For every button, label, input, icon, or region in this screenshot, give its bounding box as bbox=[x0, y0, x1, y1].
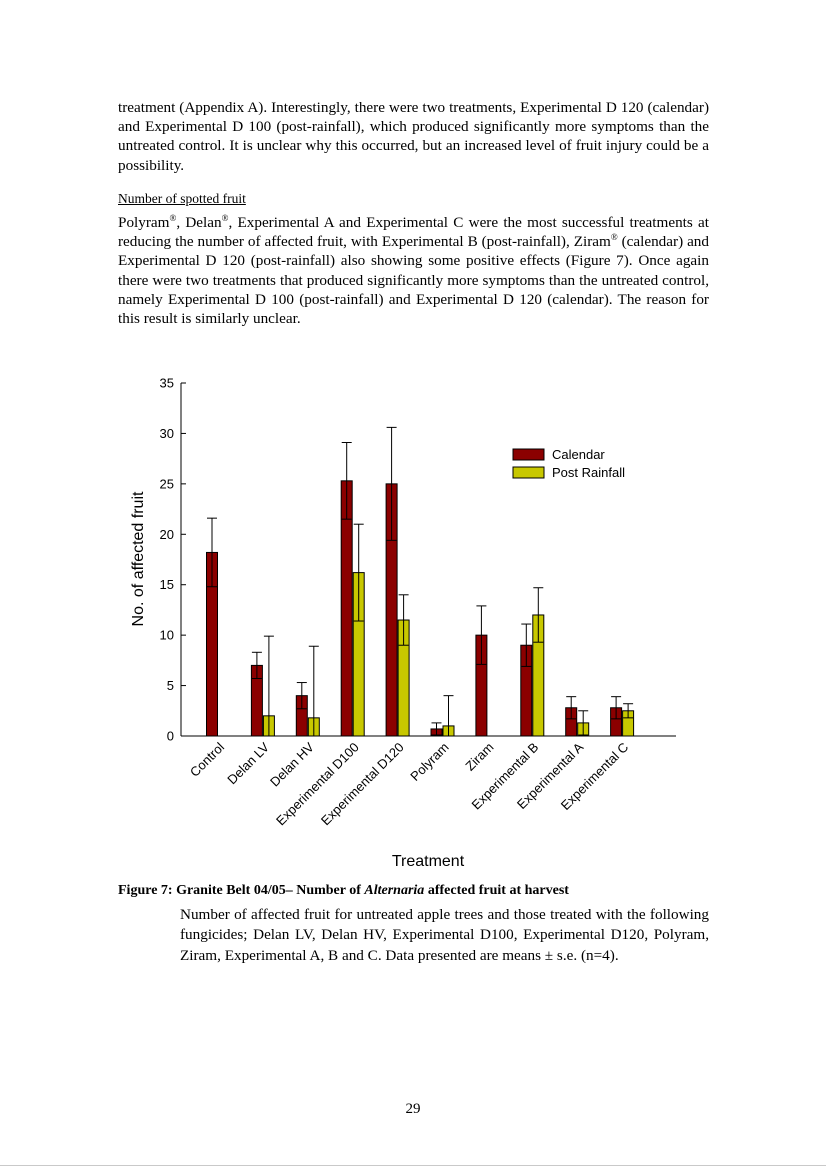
section-heading: Number of spotted fruit bbox=[118, 191, 246, 206]
paragraph-spotted-fruit: Polyram®, Delan®, Experimental A and Exp… bbox=[118, 213, 709, 328]
registered-mark: ® bbox=[169, 213, 177, 223]
legend-label: Post Rainfall bbox=[552, 465, 625, 480]
y-tick-label: 15 bbox=[160, 577, 174, 592]
caption-rest: affected fruit at harvest bbox=[424, 883, 569, 898]
legend-swatch bbox=[512, 466, 545, 479]
text-part-b: (calendar) and Experimental D 120 (post-… bbox=[118, 233, 709, 328]
text-ziram: Ziram bbox=[573, 233, 611, 251]
y-axis-label: No. of affected fruit bbox=[130, 491, 147, 626]
text-part-a: , Experimental A and Experimental C were… bbox=[118, 214, 709, 251]
caption-label: Figure 7: Granite Belt 04/05– Number of bbox=[118, 883, 365, 898]
text-polyram: Polyram bbox=[118, 214, 170, 231]
legend-swatch bbox=[512, 448, 545, 461]
paragraph-intro: treatment (Appendix A). Interestingly, t… bbox=[118, 99, 709, 174]
registered-mark: ® bbox=[610, 232, 618, 243]
page-number: 29 bbox=[405, 1101, 421, 1117]
page-bottom-border bbox=[0, 1165, 826, 1166]
text-delan: Delan bbox=[185, 214, 222, 231]
y-tick-label: 25 bbox=[160, 476, 174, 491]
x-axis-label: Treatment bbox=[392, 853, 465, 870]
x-tick-label: Experimental D120 bbox=[318, 740, 407, 829]
x-tick-label: Experimental D100 bbox=[273, 740, 362, 829]
x-tick-label: Delan LV bbox=[224, 739, 272, 787]
text-separator: , bbox=[176, 214, 186, 231]
x-tick-label: Ziram bbox=[462, 740, 496, 774]
registered-mark: ® bbox=[221, 213, 229, 223]
y-tick-label: 10 bbox=[160, 628, 174, 643]
figure-caption-body: Number of affected fruit for untreated a… bbox=[180, 906, 709, 964]
y-tick-label: 0 bbox=[167, 729, 174, 744]
y-tick-label: 20 bbox=[160, 527, 174, 542]
y-tick-label: 5 bbox=[167, 678, 174, 693]
figure-caption-title: Figure 7: Granite Belt 04/05– Number of … bbox=[118, 883, 569, 899]
x-tick-label: Polyram bbox=[407, 740, 451, 784]
legend-label: Calendar bbox=[552, 447, 605, 462]
y-tick-label: 30 bbox=[160, 426, 174, 441]
y-tick-label: 35 bbox=[160, 376, 174, 391]
caption-italic: Alternaria bbox=[364, 883, 425, 898]
x-tick-label: Control bbox=[187, 739, 227, 779]
